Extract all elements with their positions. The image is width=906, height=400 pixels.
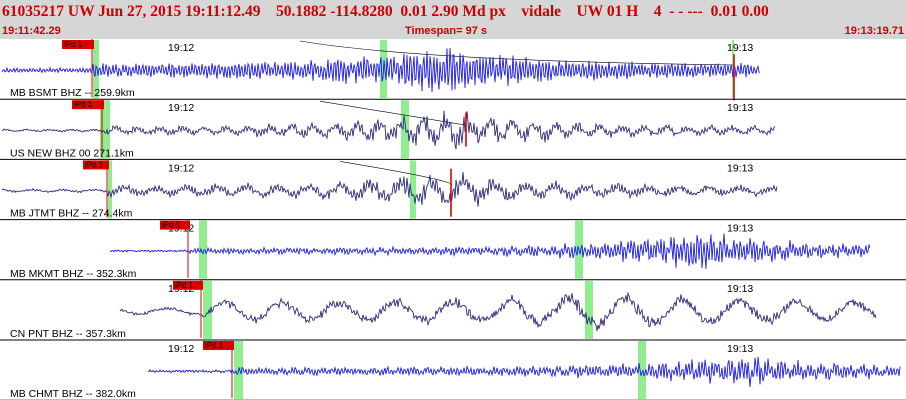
timespan-label: Timespan= 97 s [405, 25, 488, 37]
event-summary-title: 61035217 UW Jun 27, 2015 19:11:12.49 50.… [2, 3, 769, 20]
minute-label-1913: 19:13 [727, 283, 753, 295]
minute-label-1913: 19:13 [727, 223, 753, 235]
pick-label: iPd 1 [162, 221, 181, 230]
pick-label: iPd 1 [74, 100, 93, 109]
pick-label: iPd 1 [205, 341, 224, 350]
time-window-marker [638, 341, 646, 400]
waveform-trace [119, 291, 877, 332]
pick-flag [203, 341, 234, 350]
minute-label-1913: 19:13 [727, 102, 753, 114]
pick-flag [83, 160, 109, 170]
minute-label-1913: 19:13 [727, 343, 753, 355]
station-label: MB BSMT BHZ -- 259.9km [10, 87, 135, 99]
pick-flag [173, 280, 203, 290]
time-window-marker [100, 100, 110, 159]
waveform-trace [1, 47, 761, 93]
time-window-marker [585, 280, 593, 339]
time-window-marker [108, 160, 112, 219]
end-time-label: 19:13:19.71 [844, 25, 904, 37]
minute-label-1912: 19:12 [168, 162, 194, 174]
station-label: MB JTMT BHZ -- 274.4km [10, 208, 133, 220]
minute-label-1912: 19:12 [168, 102, 194, 114]
minute-label-1913: 19:13 [727, 162, 753, 174]
time-window-marker [401, 100, 409, 159]
start-time-label: 19:11:42.29 [2, 25, 61, 37]
station-label: MB MKMT BHZ -- 352.3km [10, 268, 137, 280]
station-label: MB CHMT BHZ -- 382.0km [10, 388, 136, 400]
pick-label: iPd 1 [64, 40, 83, 49]
waveform-trace [1, 110, 776, 150]
station-label: CN PNT BHZ -- 357.3km [10, 328, 126, 340]
travel-time-curve [319, 100, 467, 126]
pick-label: iPd 1 [85, 160, 104, 169]
time-window-marker [199, 220, 207, 279]
time-window-marker [410, 160, 416, 219]
waveform-trace [1, 171, 778, 207]
travel-time-curve [339, 161, 452, 186]
time-window-marker [732, 40, 734, 99]
time-window-marker [203, 280, 212, 339]
travel-time-curve [299, 40, 735, 66]
waveform-trace [109, 233, 871, 269]
pick-flag [62, 40, 94, 49]
pick-label: iPd 1 [175, 281, 194, 290]
minute-label-1913: 19:13 [727, 42, 753, 54]
minute-label-1912: 19:12 [168, 343, 194, 355]
header-bar: 61035217 UW Jun 27, 2015 19:11:12.49 50.… [0, 0, 906, 39]
pick-flag [160, 220, 190, 230]
pick-flag [72, 100, 104, 110]
station-label: US NEW BHZ 00 271.1km [10, 147, 134, 159]
waveform-trace [147, 356, 901, 387]
minute-label-1912: 19:12 [168, 42, 194, 54]
